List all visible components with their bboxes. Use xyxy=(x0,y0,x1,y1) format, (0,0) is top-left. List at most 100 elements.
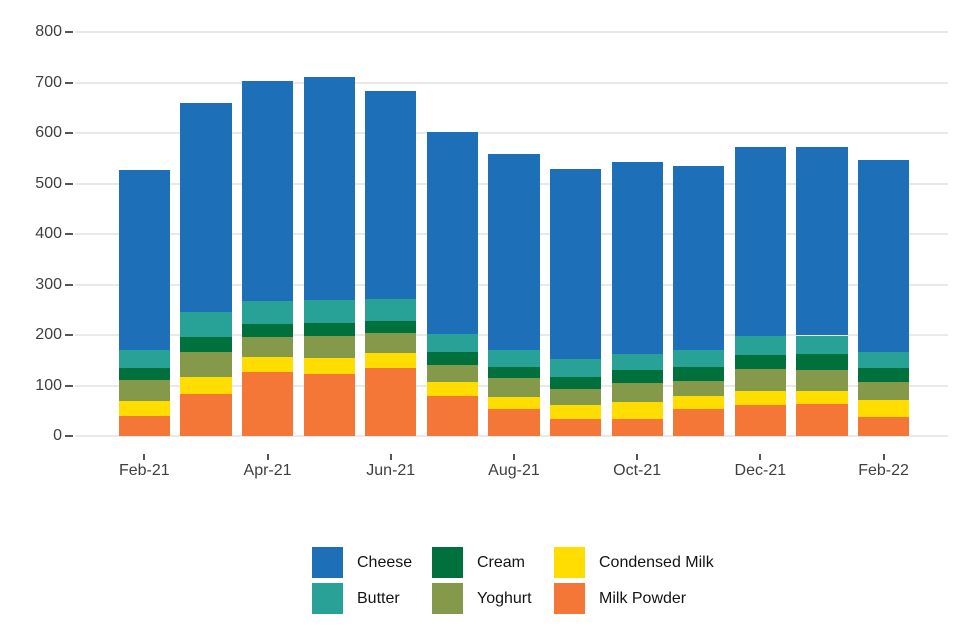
bar-segment xyxy=(611,402,663,419)
bar-segment xyxy=(365,332,417,354)
bar-segment xyxy=(365,321,417,333)
bar-segment xyxy=(365,368,417,436)
bar-segment xyxy=(734,355,786,370)
bar-segment xyxy=(426,351,478,366)
y-axis-tick xyxy=(65,182,73,185)
bar-segment xyxy=(796,335,848,354)
bar-segment xyxy=(673,396,725,409)
legend-label: Cheese xyxy=(357,553,413,571)
bar-segment xyxy=(303,336,355,359)
bar-segment xyxy=(857,160,910,352)
bar-segment xyxy=(857,368,910,382)
y-axis-tick xyxy=(65,233,73,235)
legend-swatch xyxy=(554,583,585,614)
bar-segment xyxy=(673,408,725,436)
legend-swatch xyxy=(312,583,343,614)
bar-segment xyxy=(796,353,848,370)
y-axis-tick xyxy=(65,31,73,33)
gridline xyxy=(75,132,948,134)
bar-segment xyxy=(673,380,725,397)
bar-segment xyxy=(180,393,232,436)
bar-segment xyxy=(365,91,417,300)
bar-segment xyxy=(241,81,294,301)
bar-segment xyxy=(796,147,848,336)
x-axis-tick-label: Oct-21 xyxy=(613,462,662,479)
bar-segment xyxy=(611,353,663,371)
bar-segment xyxy=(118,400,170,416)
bar-segment xyxy=(241,336,294,357)
bar-segment xyxy=(611,162,663,354)
legend-swatch xyxy=(554,547,585,578)
y-axis-tick-label: 600 xyxy=(35,124,62,141)
bar-segment xyxy=(796,390,848,404)
bar-segment xyxy=(734,404,786,436)
bar-segment xyxy=(549,169,602,360)
bar-segment xyxy=(488,349,540,367)
legend-label: Yoghurt xyxy=(477,589,532,607)
bar-segment xyxy=(426,334,478,352)
bar-segment xyxy=(365,353,417,369)
bar-segment xyxy=(365,299,417,322)
y-axis-tick-label: 400 xyxy=(35,225,62,242)
bar-segment xyxy=(673,349,725,367)
legend-swatch xyxy=(312,547,343,578)
bar-segment xyxy=(488,154,540,350)
y-axis-tick xyxy=(65,81,73,84)
bar-segment xyxy=(303,300,355,324)
bar-segment xyxy=(303,323,355,336)
bar-segment xyxy=(611,382,663,403)
x-axis-tick xyxy=(759,454,762,460)
bar-segment xyxy=(488,366,540,379)
bar-segment xyxy=(549,359,602,378)
bar-segment xyxy=(118,380,170,401)
bar-segment xyxy=(796,403,848,436)
legend-item: Cheese xyxy=(312,547,432,578)
bar-segment xyxy=(118,350,170,368)
bar-segment xyxy=(611,418,663,436)
bar-segment xyxy=(857,351,910,369)
bar-segment xyxy=(488,378,540,398)
legend-label: Cream xyxy=(477,553,526,571)
y-axis-tick xyxy=(65,283,73,286)
legend-label: Milk Powder xyxy=(599,589,687,607)
bar-segment xyxy=(673,366,725,381)
bar-segment xyxy=(303,77,355,301)
y-axis-tick xyxy=(65,132,73,134)
gridline xyxy=(75,435,948,437)
gridline xyxy=(75,31,948,33)
legend-item: Milk Powder xyxy=(554,583,714,614)
bar-segment xyxy=(549,388,602,406)
bar-segment xyxy=(857,381,910,401)
x-axis-tick-label: Apr-21 xyxy=(243,462,292,479)
bar-segment xyxy=(180,102,232,313)
y-axis-tick-label: 500 xyxy=(35,174,62,192)
x-axis-tick-label: Feb-21 xyxy=(118,462,170,479)
bar-segment xyxy=(734,391,786,405)
x-axis-tick-label: Aug-21 xyxy=(488,462,540,479)
bar-segment xyxy=(426,131,478,335)
y-axis-tick xyxy=(65,334,73,336)
bar-segment xyxy=(426,365,478,382)
bar-segment xyxy=(303,358,355,375)
x-axis-tick xyxy=(882,454,885,460)
y-axis-tick-label: 0 xyxy=(53,427,62,444)
bar-segment xyxy=(857,416,910,436)
x-axis-tick-label: Feb-22 xyxy=(858,462,909,479)
bar-segment xyxy=(303,374,355,436)
bar-segment xyxy=(180,351,232,377)
bar-segment xyxy=(118,169,170,351)
chart-legend: Cheese Butter Cream Yoghurt Condensed Milk Mi… xyxy=(312,547,714,614)
legend-item: Butter xyxy=(312,583,432,614)
y-axis-tick xyxy=(65,435,73,437)
legend-item: Cream xyxy=(432,547,554,578)
bar-segment xyxy=(180,336,232,352)
legend-item: Yoghurt xyxy=(432,583,554,614)
x-axis-tick xyxy=(636,454,639,460)
bar-segment xyxy=(611,370,663,383)
bar-segment xyxy=(180,312,232,337)
bar-segment xyxy=(118,415,170,436)
bar-segment xyxy=(734,336,786,356)
x-axis-tick-label: Dec-21 xyxy=(734,462,787,479)
bar-segment xyxy=(118,367,170,381)
bar-segment xyxy=(673,166,725,350)
